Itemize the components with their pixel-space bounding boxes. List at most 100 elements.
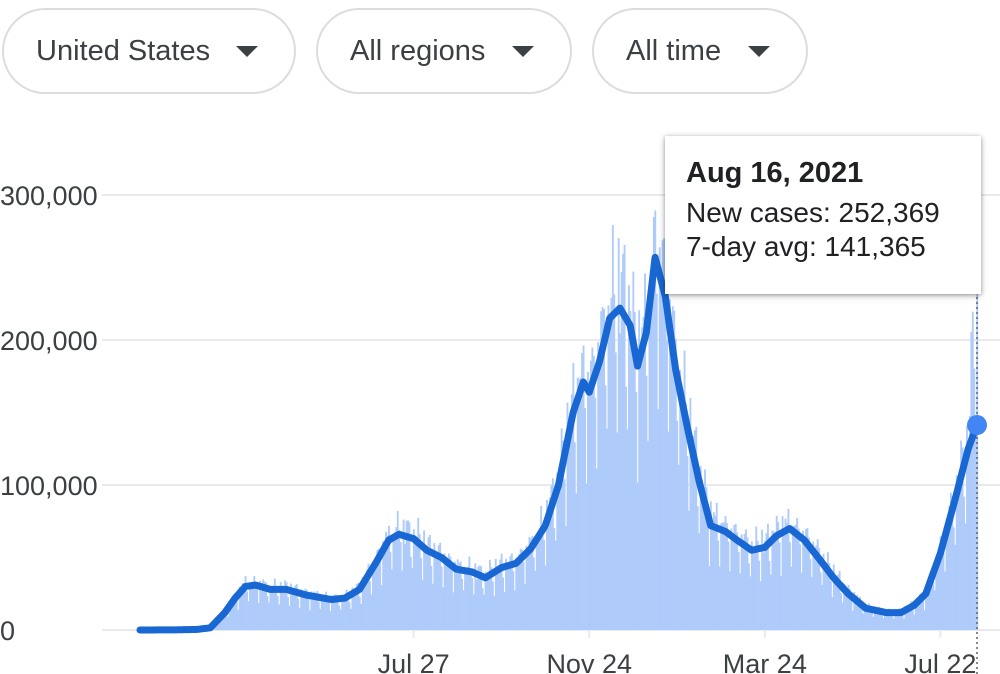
daily-bar	[616, 432, 619, 630]
daily-bar	[366, 569, 368, 630]
daily-bar	[601, 306, 604, 630]
daily-bar	[810, 577, 813, 630]
daily-bar	[968, 415, 971, 630]
daily-bar	[655, 293, 658, 630]
daily-bar	[939, 536, 942, 630]
daily-bar	[388, 525, 390, 630]
daily-bar	[600, 311, 603, 630]
daily-bar	[475, 579, 478, 630]
daily-bar	[860, 606, 863, 630]
daily-bar	[676, 420, 679, 630]
daily-bar	[720, 523, 723, 630]
daily-bar	[707, 522, 709, 630]
daily-bar	[657, 409, 660, 630]
daily-bar	[316, 591, 319, 630]
daily-bar	[537, 536, 540, 630]
daily-bar	[922, 598, 924, 630]
daily-bar	[247, 601, 250, 630]
daily-bar	[632, 271, 635, 630]
daily-bar	[759, 581, 762, 630]
daily-bar	[262, 579, 265, 630]
region-dropdown-label: All regions	[350, 34, 486, 67]
daily-bar	[625, 386, 627, 630]
daily-bar	[740, 534, 743, 630]
daily-bar	[525, 545, 528, 630]
daily-bar	[401, 570, 404, 630]
daily-bar	[742, 548, 745, 630]
daily-bar	[945, 519, 948, 630]
daily-bar	[240, 590, 243, 630]
country-dropdown[interactable]: United States	[2, 8, 296, 94]
daily-bar	[891, 615, 894, 630]
daily-bar	[322, 596, 325, 630]
daily-bar	[386, 535, 389, 630]
daily-bar	[827, 552, 829, 630]
daily-bar	[822, 553, 825, 630]
daily-bar	[404, 544, 406, 630]
daily-bar	[488, 559, 491, 630]
period-dropdown[interactable]: All time	[592, 8, 808, 94]
daily-bar	[848, 588, 851, 630]
daily-bar	[566, 402, 569, 630]
daily-bar	[717, 540, 720, 630]
daily-bar	[540, 506, 543, 630]
daily-bar	[369, 581, 371, 630]
daily-bar	[538, 528, 541, 630]
daily-bar	[565, 525, 567, 630]
daily-bar	[844, 585, 847, 630]
daily-bar	[562, 440, 565, 630]
daily-bar	[224, 608, 227, 630]
daily-bar	[544, 565, 547, 630]
hover-tooltip: Aug 16, 2021 New cases: 252,369 7-day av…	[665, 136, 981, 294]
daily-bar	[576, 377, 579, 630]
daily-bar	[225, 614, 228, 630]
daily-bar	[260, 589, 263, 630]
daily-bar	[603, 309, 605, 630]
daily-bar	[347, 594, 349, 630]
daily-bar	[481, 588, 484, 630]
daily-bar	[393, 532, 396, 630]
daily-bar	[581, 352, 584, 630]
daily-bar	[689, 397, 692, 630]
daily-bar	[227, 616, 229, 630]
cases-chart[interactable]: 0 100,000 200,000 300,000 Jul 27 Nov 24 Mar 24…	[0, 110, 1000, 674]
daily-bar	[775, 515, 778, 630]
daily-bar	[452, 592, 455, 630]
daily-bar	[693, 430, 696, 630]
daily-bar	[816, 539, 819, 630]
daily-bar	[257, 603, 260, 630]
daily-bar	[796, 517, 799, 630]
daily-bar	[250, 581, 253, 630]
daily-bar	[671, 306, 674, 630]
daily-bar	[360, 604, 363, 630]
daily-bar	[246, 591, 248, 630]
daily-bar	[367, 563, 370, 630]
daily-bar	[701, 479, 704, 630]
y-tick-label: 200,000	[0, 326, 98, 356]
axis-labels: 0 100,000 200,000 300,000 Jul 27 Nov 24 Mar 24…	[0, 181, 976, 674]
daily-bar	[328, 601, 330, 630]
daily-bar	[734, 523, 737, 630]
daily-bar	[777, 521, 780, 630]
x-tick-label: Jul 22	[904, 649, 976, 674]
daily-bar	[288, 605, 291, 630]
daily-bar	[746, 537, 749, 630]
daily-bar	[373, 561, 376, 630]
daily-bar	[859, 596, 862, 630]
daily-bar	[958, 473, 961, 630]
daily-bar	[424, 551, 427, 630]
daily-bar	[396, 510, 399, 630]
daily-bar	[268, 602, 270, 630]
daily-bar	[699, 466, 702, 630]
daily-bar	[496, 571, 499, 630]
daily-bar	[551, 478, 554, 630]
daily-bar	[506, 562, 509, 630]
daily-bar	[251, 581, 254, 630]
daily-bar	[903, 618, 905, 630]
daily-bar	[611, 225, 614, 630]
region-dropdown[interactable]: All regions	[316, 8, 572, 94]
daily-bar	[449, 556, 452, 630]
daily-bar	[652, 217, 655, 630]
daily-bar	[409, 556, 412, 630]
daily-bar	[503, 592, 506, 630]
